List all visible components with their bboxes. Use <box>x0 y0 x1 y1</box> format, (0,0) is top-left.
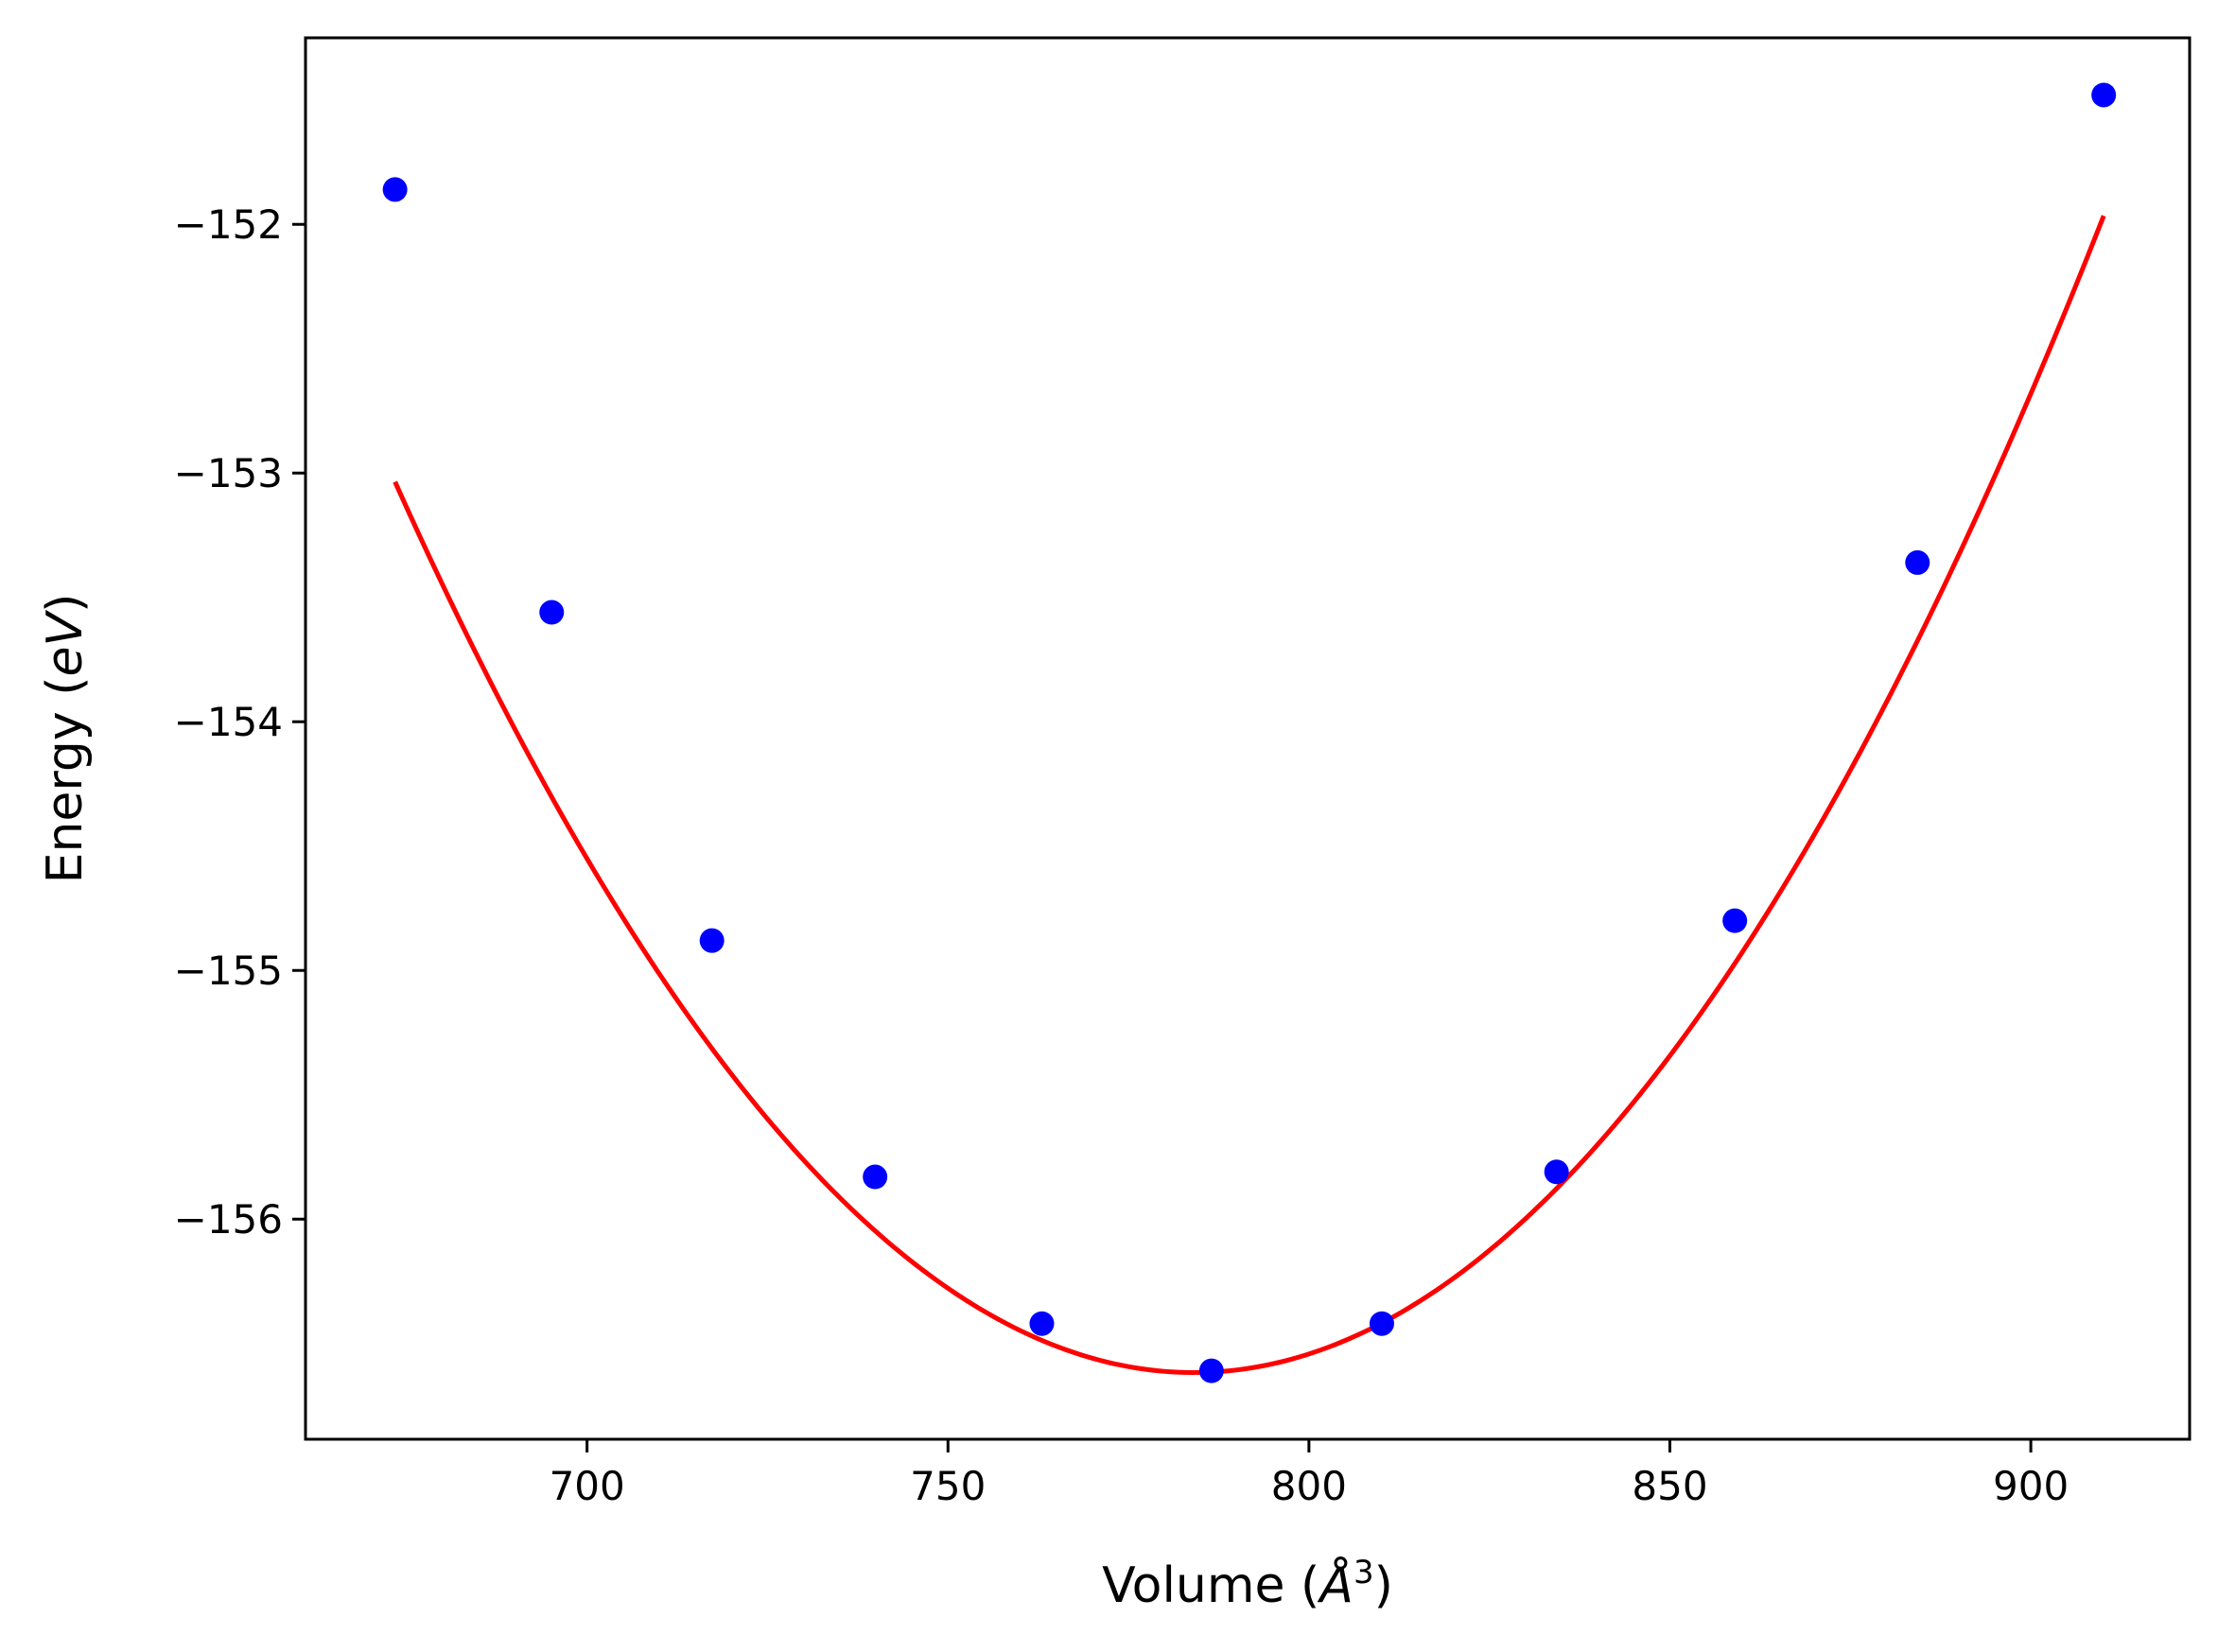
y-tick-label: −154 <box>174 699 283 745</box>
fit-curve-layer <box>393 215 2106 1375</box>
data-points-layer <box>382 82 2117 1383</box>
data-point <box>1198 1358 1224 1383</box>
y-tick-label: −152 <box>174 201 283 248</box>
fit-curve-line <box>393 215 2106 1375</box>
data-point <box>1722 908 1748 933</box>
x-tick-label: 800 <box>1271 1463 1347 1509</box>
y-axis-unit: eV <box>37 610 94 677</box>
x-tick-label: 700 <box>550 1463 625 1509</box>
axis-ticks: 700 750 800 850 900 −152 −153 −154 −155 −156 <box>174 201 2070 1509</box>
y-axis-title-text: Energy <box>37 711 94 883</box>
data-point <box>1905 549 1930 575</box>
plot-frame <box>304 36 2192 1441</box>
x-tick-label: 750 <box>910 1463 986 1509</box>
data-point <box>699 928 725 953</box>
data-point <box>1369 1311 1394 1336</box>
data-point <box>539 600 565 625</box>
y-axis-title: Energy (eV) <box>37 594 94 884</box>
x-axis-title: Volume (Å3) <box>1102 1554 1393 1614</box>
data-point <box>2091 82 2117 108</box>
y-tick-label: −156 <box>174 1196 283 1243</box>
data-point <box>382 177 408 202</box>
x-axis-unit-exponent: 3 <box>1354 1554 1374 1591</box>
plot-area-background <box>306 38 2190 1439</box>
y-tick-label: −155 <box>174 948 283 994</box>
data-point <box>863 1164 888 1190</box>
data-point <box>1029 1311 1055 1336</box>
x-tick-label: 900 <box>1993 1463 2069 1509</box>
x-tick-label: 850 <box>1632 1463 1707 1509</box>
x-axis-unit: Å <box>1317 1556 1354 1614</box>
x-axis-title-text: Volume <box>1102 1557 1284 1614</box>
data-point <box>1544 1159 1569 1185</box>
y-tick-label: −153 <box>174 450 283 496</box>
